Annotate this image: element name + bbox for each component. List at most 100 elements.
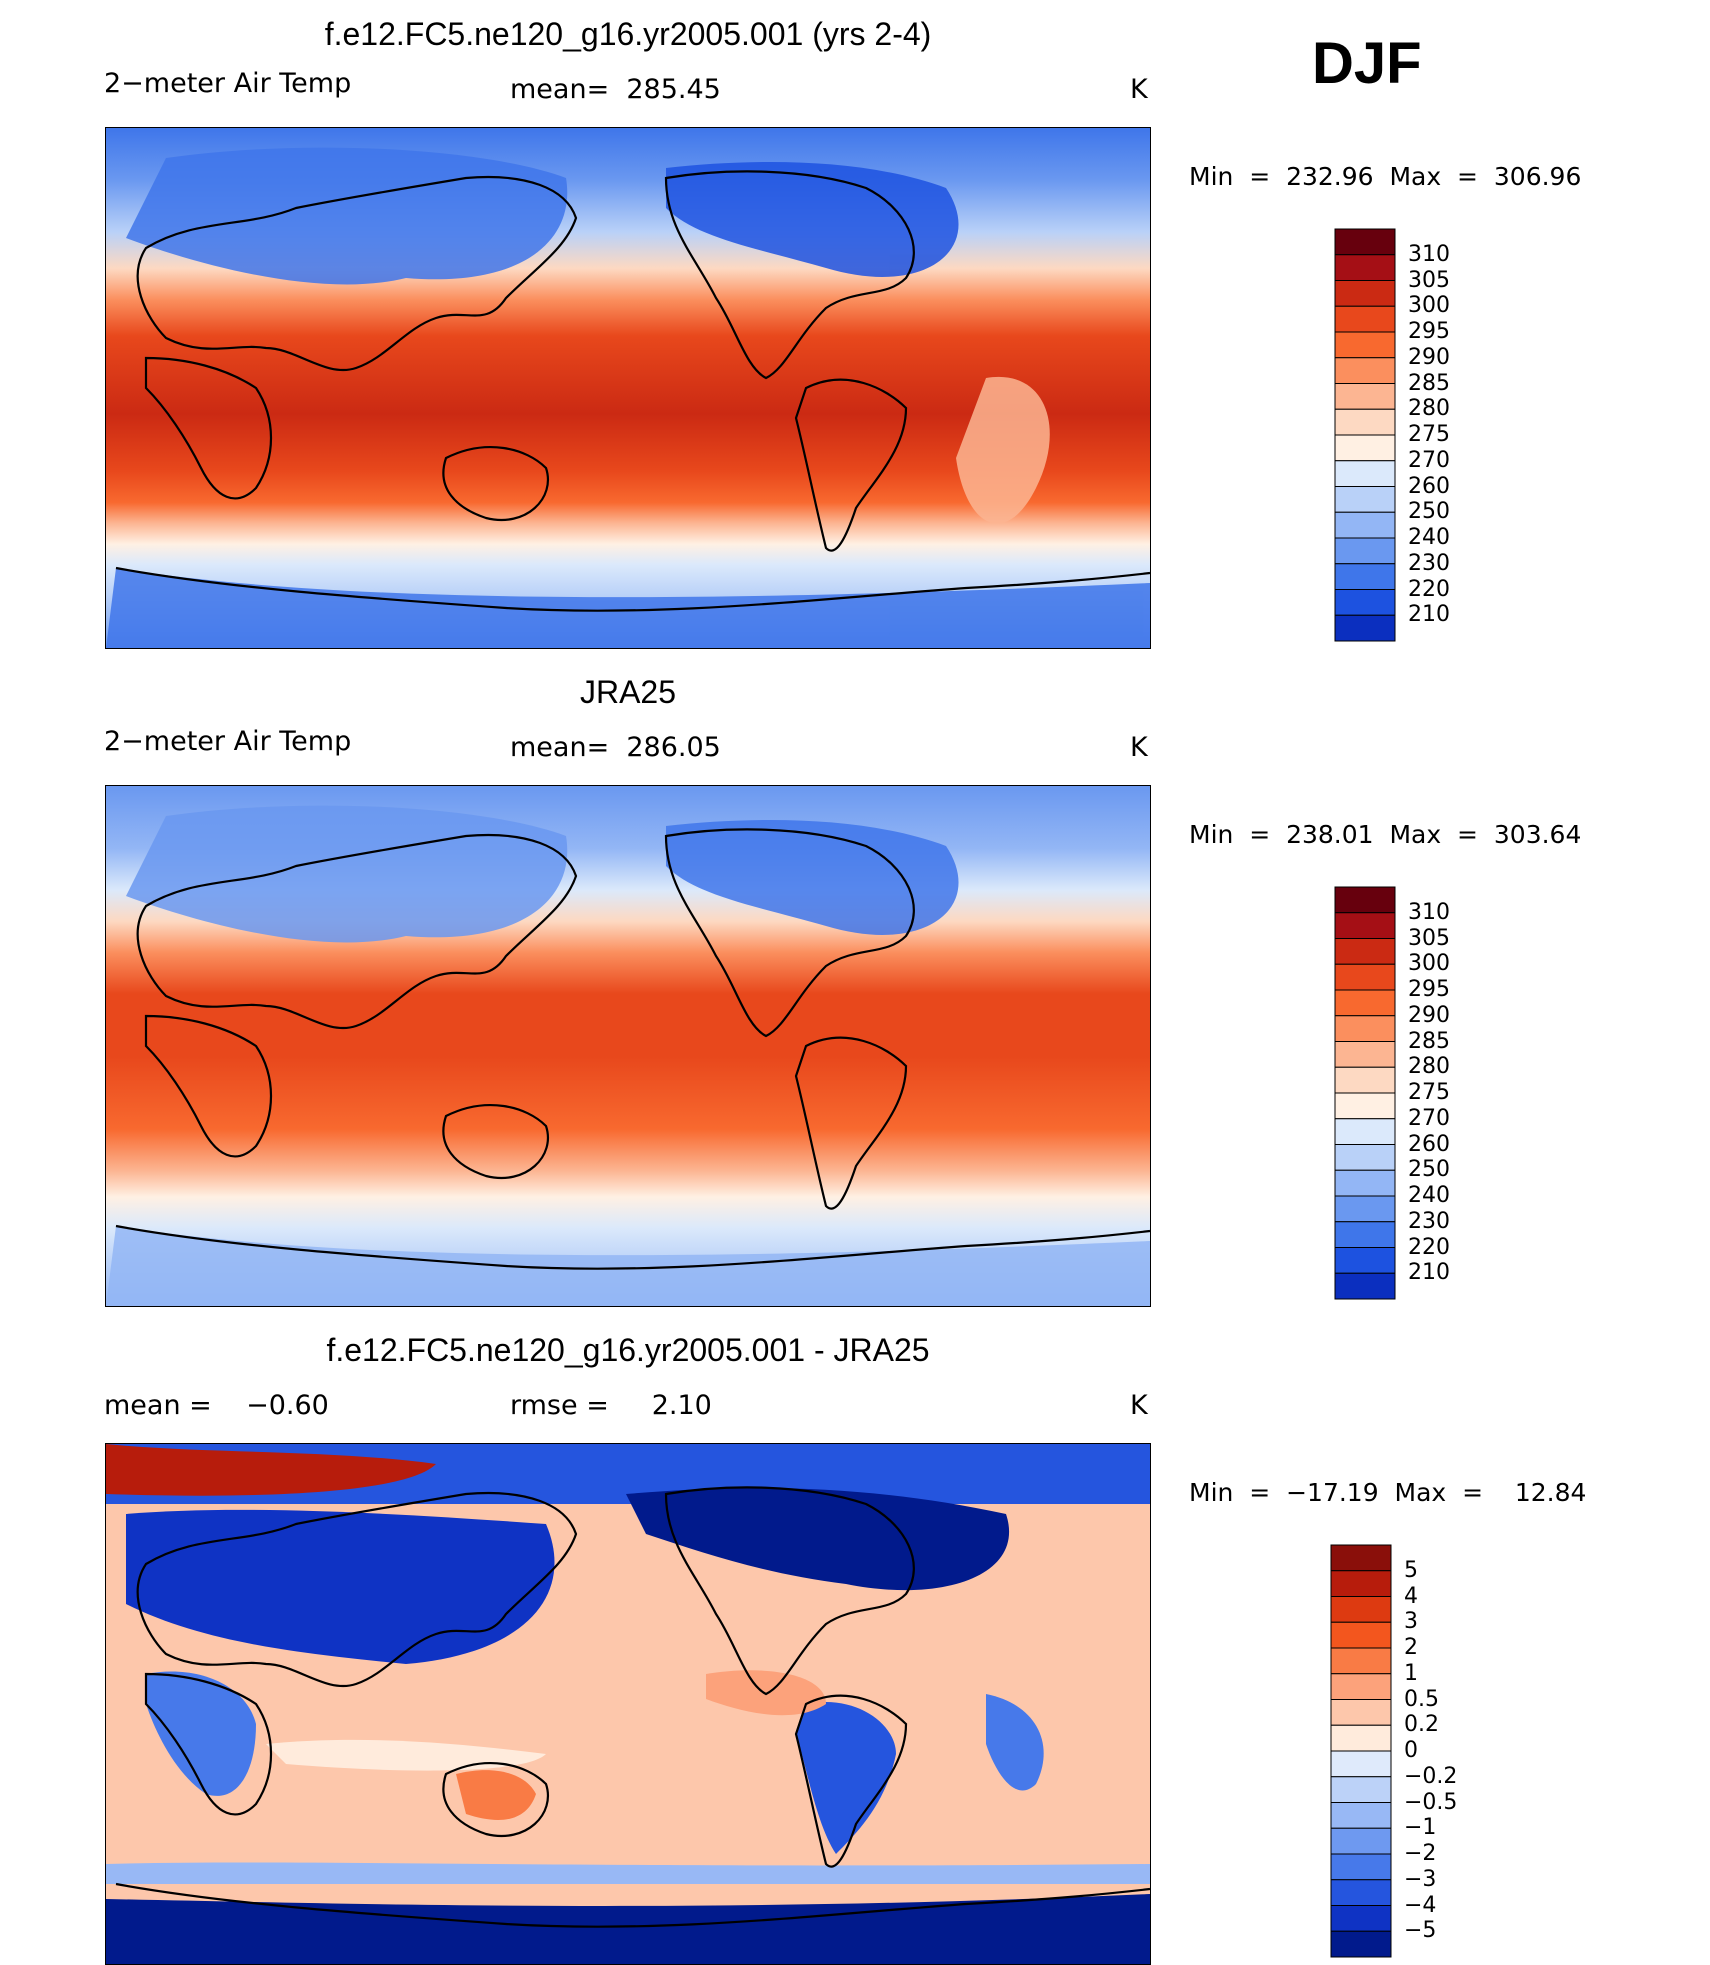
colorbar-swatch <box>1330 1802 1392 1829</box>
colorbar-tick-label: 275 <box>1408 1080 1450 1105</box>
colorbar-swatch <box>1334 305 1396 333</box>
colorbar-tick-label: 310 <box>1408 899 1450 925</box>
colorbar-swatch <box>1334 1092 1396 1120</box>
colorbar-swatch <box>1334 486 1396 513</box>
colorbar-tick-label: 0.5 <box>1404 1686 1439 1712</box>
colorbar-swatch <box>1334 383 1396 410</box>
colorbar-swatch <box>1334 989 1396 1017</box>
panel3-map-frame <box>105 1443 1151 1965</box>
colorbar-tick-label: 250 <box>1408 499 1450 525</box>
colorbar-swatch <box>1334 1221 1396 1248</box>
colorbar-swatch <box>1330 1621 1392 1649</box>
colorbar-swatch <box>1330 1905 1392 1932</box>
panel1-coastlines <box>115 170 1150 612</box>
panel1-map-frame <box>105 127 1151 649</box>
panel2-coastlines <box>115 828 1150 1270</box>
panel2-variable-label: 2−meter Air Temp <box>104 726 352 757</box>
colorbar-swatch <box>1334 434 1396 462</box>
colorbar-swatch <box>1334 1118 1396 1145</box>
colorbar-swatch <box>1334 357 1396 384</box>
colorbar-swatch <box>1330 1596 1392 1623</box>
colorbar-tick-label: 210 <box>1408 1260 1450 1286</box>
colorbar-tick-label: −1 <box>1404 1815 1437 1841</box>
colorbar-swatch <box>1334 460 1396 487</box>
colorbar-swatch <box>1330 1673 1392 1700</box>
colorbar-tick-label: 220 <box>1408 576 1450 602</box>
colorbar-swatch <box>1334 254 1396 281</box>
colorbar-tick-label: 280 <box>1408 1054 1450 1080</box>
colorbar-swatch <box>1334 886 1396 914</box>
panel1-minmax: Min = 232.96 Max = 306.96 <box>1189 162 1582 191</box>
colorbar-swatch <box>1330 1724 1392 1752</box>
colorbar-tick-label: 300 <box>1408 951 1450 977</box>
panel1-title: f.e12.FC5.ne120_g16.yr2005.001 (yrs 2-4) <box>324 16 932 52</box>
colorbar-tick-label: 5 <box>1404 1557 1418 1583</box>
colorbar-swatch <box>1334 511 1396 539</box>
colorbar-tick-label: 0.2 <box>1404 1712 1439 1738</box>
panel3-title: f.e12.FC5.ne120_g16.yr2005.001 - JRA25 <box>326 1332 930 1368</box>
colorbar-swatch <box>1330 1647 1392 1675</box>
colorbar-tick-label: 310 <box>1408 241 1450 267</box>
colorbar-tick-label: 280 <box>1408 396 1450 422</box>
colorbar-swatch <box>1334 408 1396 436</box>
colorbar-tick-label: 305 <box>1408 925 1450 951</box>
colorbar-tick-label: −0.5 <box>1404 1789 1458 1815</box>
colorbar-swatch <box>1330 1544 1392 1572</box>
colorbar-tick-label: 3 <box>1404 1609 1418 1635</box>
panel2-mean-label: mean= 286.05 <box>510 732 721 763</box>
colorbar-tick-label: 300 <box>1408 293 1450 319</box>
colorbar-swatch <box>1330 1853 1392 1881</box>
colorbar-swatch <box>1334 963 1396 991</box>
colorbar-tick-label: 0 <box>1404 1738 1418 1763</box>
colorbar-swatch <box>1334 1169 1396 1197</box>
panel1-map <box>106 128 1150 648</box>
panel2-minmax: Min = 238.01 Max = 303.64 <box>1189 820 1582 849</box>
colorbar-tick-label: 295 <box>1408 977 1450 1002</box>
panel2-land-blobs <box>106 805 1150 1306</box>
colorbar-swatch <box>1334 228 1396 256</box>
colorbar-tick-label: 240 <box>1408 525 1450 550</box>
colorbar-tick-label: 305 <box>1408 267 1450 293</box>
colorbar-swatch <box>1334 1195 1396 1223</box>
colorbar-tick-label: 220 <box>1408 1234 1450 1260</box>
colorbar-tick-label: 2 <box>1404 1635 1418 1660</box>
colorbar-tick-label: 250 <box>1408 1157 1450 1183</box>
colorbar-swatch <box>1334 938 1396 965</box>
colorbar-tick-label: 240 <box>1408 1183 1450 1208</box>
panel3-map <box>106 1444 1150 1964</box>
colorbar-tick-label: 270 <box>1408 447 1450 473</box>
panel2-map-frame <box>105 785 1151 1307</box>
colorbar-tick-label: 290 <box>1408 344 1450 370</box>
colorbar-swatch <box>1334 1144 1396 1171</box>
colorbar-tick-label: −0.2 <box>1404 1763 1458 1789</box>
colorbar-swatch <box>1334 912 1396 939</box>
panel2-map <box>106 786 1150 1306</box>
colorbar-swatch <box>1330 1750 1392 1778</box>
colorbar-swatch <box>1330 1570 1392 1597</box>
colorbar-swatch <box>1334 1247 1396 1274</box>
season-label: DJF <box>1312 31 1422 96</box>
panel1-mean-label: mean= 285.45 <box>510 74 721 105</box>
panel3-mean-label: mean = −0.60 <box>104 1390 329 1421</box>
colorbar-tick-label: 290 <box>1408 1002 1450 1028</box>
colorbar-swatch <box>1330 1776 1392 1803</box>
colorbar-tick-label: 295 <box>1408 319 1450 344</box>
colorbar-tick-label: 275 <box>1408 422 1450 447</box>
colorbar-swatch <box>1334 331 1396 359</box>
colorbar-swatch <box>1330 1930 1392 1958</box>
colorbar-tick-label: 230 <box>1408 550 1450 576</box>
colorbar-tick-label: 260 <box>1408 473 1450 499</box>
colorbar-swatch <box>1330 1699 1392 1726</box>
colorbar-tick-label: 285 <box>1408 370 1450 396</box>
colorbar-swatch <box>1334 1015 1396 1042</box>
colorbar-tick-label: −5 <box>1404 1918 1437 1944</box>
colorbar-tick-label: 270 <box>1408 1105 1450 1131</box>
colorbar-swatch <box>1334 280 1396 307</box>
panel2-units: K <box>1130 732 1148 763</box>
colorbar-tick-label: −3 <box>1404 1866 1437 1892</box>
colorbar-tick-label: 285 <box>1408 1028 1450 1054</box>
panel3-anomaly-blobs <box>106 1444 1150 1964</box>
colorbar-swatch <box>1334 563 1396 590</box>
panel3-units: K <box>1130 1390 1148 1421</box>
panel1-land-blobs <box>106 147 1150 648</box>
